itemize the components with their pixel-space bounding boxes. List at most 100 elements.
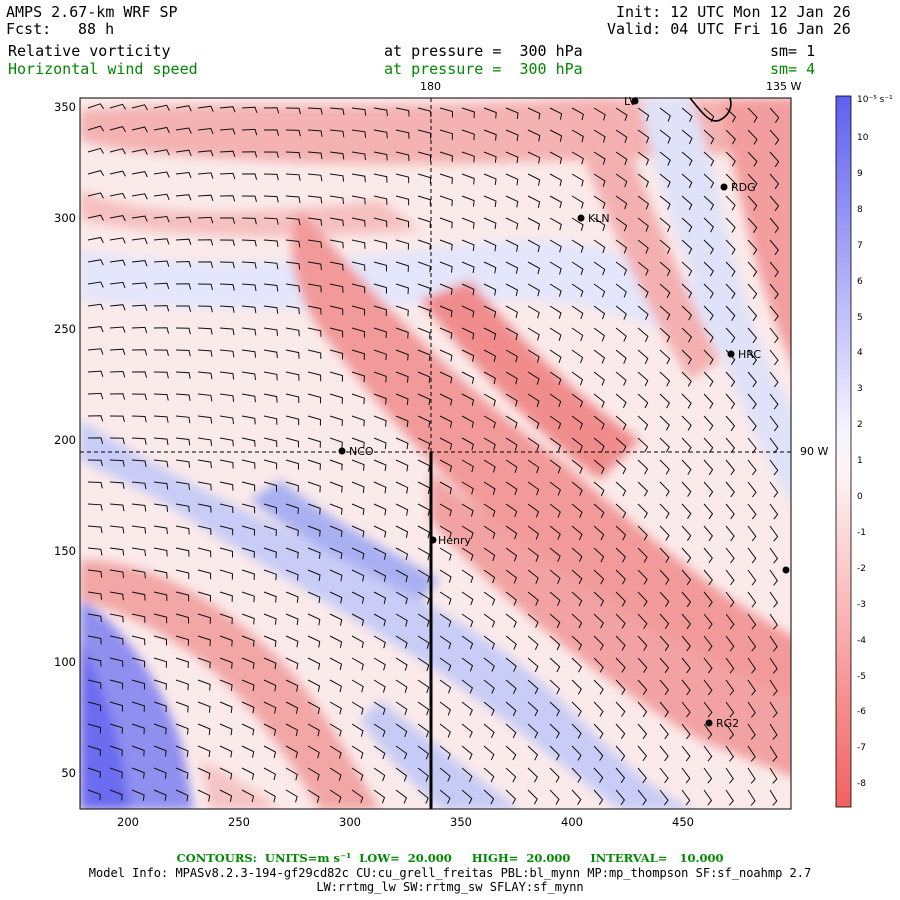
- wind-barb: [241, 525, 256, 536]
- wind-barb: [681, 723, 691, 740]
- wind-barb: [153, 238, 170, 245]
- wind-barb: [659, 437, 670, 453]
- wind-barb: [241, 723, 255, 736]
- meridian-180-label: 180: [420, 80, 441, 93]
- wind-barb: [373, 217, 388, 228]
- wind-barb: [263, 151, 279, 159]
- wind-barb: [175, 745, 189, 757]
- wind-barb: [175, 767, 189, 780]
- wind-barb: [549, 723, 560, 739]
- wind-barb: [703, 371, 714, 387]
- wind-barb: [637, 767, 647, 784]
- station-kln-label: KLN: [588, 212, 610, 225]
- wind-barb: [439, 261, 453, 273]
- wind-barb: [417, 217, 431, 228]
- wind-barb: [219, 217, 236, 224]
- wind-barb: [351, 107, 367, 116]
- wind-barb: [571, 459, 583, 474]
- wind-barb: [351, 613, 365, 627]
- wind-barb: [285, 481, 299, 492]
- contours-info: CONTOURS: UNITS=m s⁻¹ LOW= 20.000 HIGH= …: [176, 851, 724, 865]
- wind-barb: [153, 393, 169, 401]
- station-henry-label: Henry: [438, 534, 472, 547]
- wind-barb: [615, 789, 626, 806]
- wind-barb: [593, 569, 605, 585]
- wind-barb: [219, 371, 235, 380]
- y-tick-label: 150: [54, 544, 76, 558]
- wind-barb: [659, 349, 671, 365]
- wind-barb: [571, 195, 584, 209]
- wind-barb: [505, 547, 518, 562]
- wind-barb: [461, 393, 475, 407]
- wind-barb: [131, 503, 147, 512]
- wind-barb: [461, 459, 474, 473]
- colorbar-tick-label: 10: [857, 133, 869, 143]
- wind-barb: [351, 723, 364, 737]
- wind-barb: [307, 217, 323, 226]
- wind-barb: [703, 503, 714, 520]
- wind-barb: [153, 171, 170, 178]
- wind-barb: [637, 107, 650, 122]
- colorbar-tick-label: -6: [857, 707, 866, 718]
- wind-barb: [131, 260, 148, 267]
- wind-barb: [131, 657, 146, 668]
- wind-barb: [351, 569, 365, 582]
- wind-barb: [87, 303, 104, 310]
- vorticity-shading: [80, 98, 791, 809]
- wind-barb: [703, 679, 713, 696]
- wind-barb: [593, 151, 606, 165]
- wind-barb: [637, 437, 649, 453]
- wind-barb: [241, 767, 255, 780]
- wind-barb: [593, 195, 606, 209]
- wind-barb: [153, 327, 170, 334]
- wind-barb: [153, 282, 170, 290]
- colorbar-units: 10⁻⁵ s⁻¹: [857, 95, 893, 105]
- wind-barb: [461, 635, 474, 650]
- wind-barb: [307, 107, 323, 115]
- wind-barb: [241, 217, 257, 225]
- wind-barb: [417, 591, 430, 605]
- wind-barb: [351, 635, 364, 649]
- wind-barb: [329, 789, 342, 803]
- wind-barb: [527, 767, 539, 783]
- wind-barb: [351, 393, 365, 405]
- wind-barb: [527, 371, 540, 385]
- wind-barb: [439, 437, 453, 450]
- wind-barb: [725, 723, 735, 740]
- wind-barb: [483, 173, 497, 185]
- wind-barb: [681, 151, 693, 167]
- wind-barb: [329, 591, 343, 604]
- wind-barb: [637, 349, 649, 365]
- wind-barb: [329, 393, 343, 404]
- wind-barb: [417, 305, 431, 317]
- wind-barb: [549, 613, 561, 629]
- wind-barb: [461, 481, 474, 495]
- wind-barb: [175, 327, 191, 335]
- wind-barb: [263, 569, 277, 581]
- wind-barb: [219, 305, 235, 313]
- wind-barb: [329, 503, 343, 515]
- wind-barb: [241, 173, 258, 180]
- wind-barb: [395, 327, 409, 339]
- wind-barb: [549, 437, 562, 452]
- wind-barb: [197, 437, 213, 446]
- wind-barb: [549, 789, 560, 805]
- wind-barb: [505, 261, 519, 274]
- wind-barb: [681, 195, 693, 211]
- wind-barb: [439, 459, 453, 473]
- wind-barb: [769, 723, 778, 740]
- wind-barb: [549, 393, 562, 408]
- wind-barb: [549, 371, 562, 386]
- wind-barb: [615, 217, 628, 232]
- wind-barb: [175, 525, 190, 535]
- wind-barb: [483, 151, 497, 163]
- wind-barb: [417, 767, 429, 782]
- wind-barb: [395, 437, 409, 450]
- wind-barb: [373, 305, 387, 316]
- wind-barb: [637, 305, 649, 321]
- wind-barb: [769, 371, 779, 388]
- wind-barb: [703, 657, 713, 674]
- wind-barb: [417, 679, 430, 694]
- wind-barb: [175, 723, 189, 735]
